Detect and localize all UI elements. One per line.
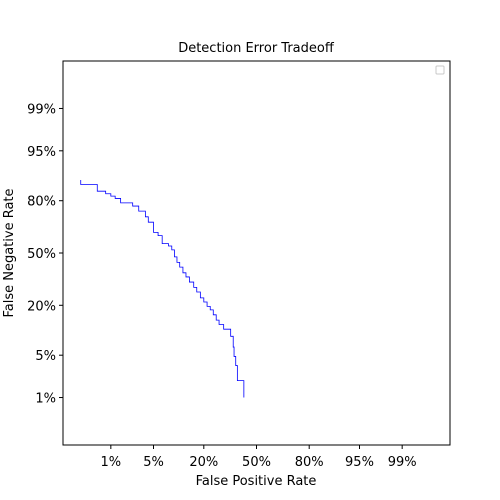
x-axis-title: False Positive Rate [196,474,317,489]
y-tick-label: 5% [35,349,56,364]
det-curve [80,180,245,398]
y-tick-label: 20% [27,299,56,314]
x-tick-label: 95% [345,455,374,470]
y-tick-label: 1% [35,392,56,407]
x-tick-label: 80% [295,455,324,470]
plot-frame [62,60,451,446]
x-axis-ticks: 1% 5% 20% 50% 80% 95% 99% [101,445,417,470]
x-tick-label: 99% [388,455,417,470]
legend-box [435,65,445,75]
y-tick-label: 95% [27,145,56,160]
y-tick-label: 50% [27,247,56,262]
y-tick-label: 80% [27,195,56,210]
x-tick-label: 1% [101,455,122,470]
y-axis-title: False Negative Rate [2,188,17,317]
y-axis-ticks: 1% 5% 20% 50% 80% 95% 99% [27,102,63,407]
x-tick-label: 20% [189,455,218,470]
y-tick-label: 99% [27,102,56,117]
chart-title: Detection Error Tradeoff [178,41,335,56]
x-tick-label: 50% [242,455,271,470]
x-tick-label: 5% [143,455,164,470]
